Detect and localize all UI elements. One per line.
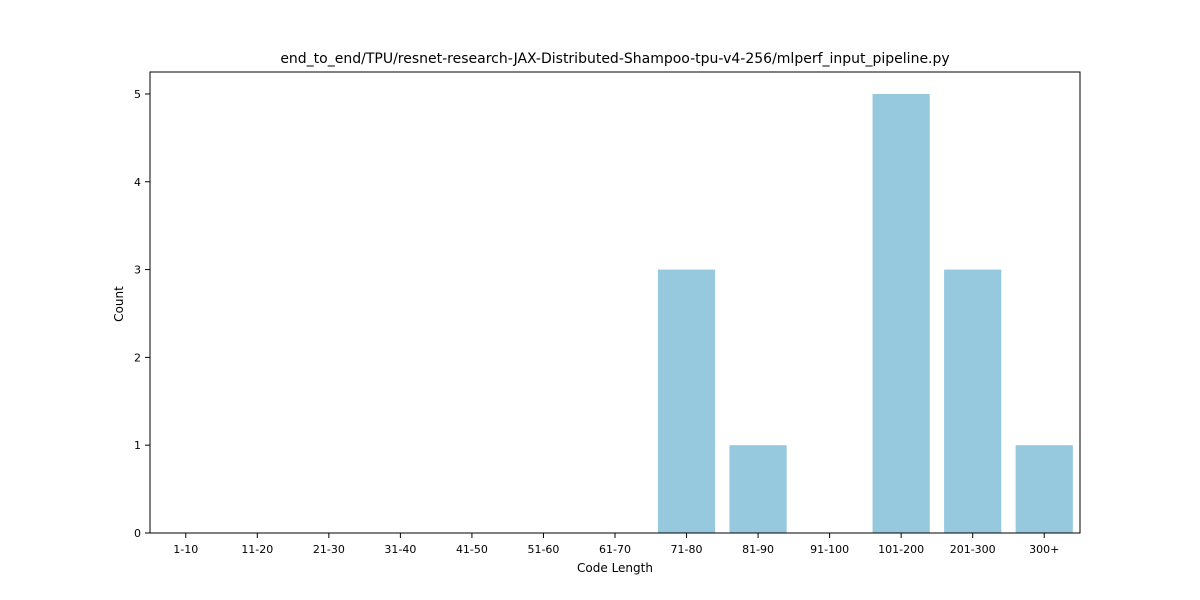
bar-201-300 <box>944 269 1002 533</box>
x-axis-ticks: 1-10 11-20 21-30 31-40 41-50 51-60 61-70 71-80 8… <box>173 533 1059 556</box>
x-tick-label: 1-10 <box>173 543 198 556</box>
x-tick-label: 21-30 <box>313 543 345 556</box>
y-tick-label: 4 <box>134 176 141 189</box>
bar-81-90 <box>729 445 787 533</box>
bar-300+ <box>1015 445 1073 533</box>
x-tick-label: 201-300 <box>950 543 996 556</box>
x-tick-label: 11-20 <box>241 543 273 556</box>
x-tick-label: 31-40 <box>384 543 416 556</box>
y-axis-ticks: 0 1 2 3 4 5 <box>134 88 150 540</box>
y-tick-label: 0 <box>134 527 141 540</box>
chart-title: end_to_end/TPU/resnet-research-JAX-Distr… <box>280 51 949 67</box>
x-tick-label: 41-50 <box>456 543 488 556</box>
bar-71-80 <box>657 269 716 533</box>
x-tick-label: 71-80 <box>671 543 703 556</box>
x-tick-label: 91-100 <box>810 543 849 556</box>
y-tick-label: 2 <box>134 351 141 364</box>
bars-group <box>657 93 1073 533</box>
y-tick-label: 3 <box>134 264 141 277</box>
y-axis-label: Count <box>112 286 126 322</box>
plot-frame <box>149 71 1081 534</box>
x-tick-label: 81-90 <box>742 543 774 556</box>
x-tick-label: 51-60 <box>527 543 559 556</box>
y-tick-label: 1 <box>134 439 141 452</box>
x-tick-label: 300+ <box>1029 543 1059 556</box>
x-axis-label: Code Length <box>577 561 653 575</box>
x-tick-label: 61-70 <box>599 543 631 556</box>
x-tick-label: 101-200 <box>878 543 924 556</box>
bar-101-200 <box>872 93 930 533</box>
y-tick-label: 5 <box>134 88 141 101</box>
